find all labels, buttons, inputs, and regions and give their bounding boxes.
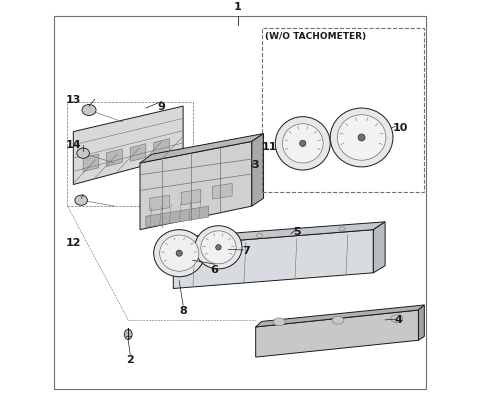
Text: 4: 4	[395, 315, 403, 325]
Polygon shape	[140, 134, 264, 163]
Ellipse shape	[273, 318, 285, 326]
Ellipse shape	[176, 250, 182, 256]
Text: 2: 2	[126, 355, 134, 365]
Polygon shape	[173, 230, 373, 288]
Text: 9: 9	[157, 102, 166, 112]
Ellipse shape	[300, 140, 306, 146]
Ellipse shape	[282, 124, 323, 163]
Ellipse shape	[195, 226, 242, 269]
Polygon shape	[140, 141, 252, 230]
Polygon shape	[107, 149, 122, 166]
Polygon shape	[154, 139, 169, 156]
Text: 11: 11	[262, 142, 277, 152]
Polygon shape	[146, 206, 209, 227]
Polygon shape	[256, 310, 419, 357]
Ellipse shape	[75, 195, 87, 205]
Text: (W/O TACHOMETER): (W/O TACHOMETER)	[265, 32, 367, 41]
Polygon shape	[181, 189, 201, 205]
Text: 1: 1	[234, 2, 242, 12]
Text: 5: 5	[293, 227, 300, 237]
Polygon shape	[130, 144, 146, 162]
Polygon shape	[213, 184, 232, 199]
Text: 8: 8	[179, 306, 187, 316]
Polygon shape	[83, 154, 99, 172]
Ellipse shape	[332, 316, 344, 324]
Ellipse shape	[124, 329, 132, 340]
Polygon shape	[256, 305, 424, 327]
Polygon shape	[173, 222, 385, 245]
Polygon shape	[150, 195, 169, 211]
Ellipse shape	[358, 134, 365, 141]
Text: 7: 7	[242, 246, 250, 256]
Text: 13: 13	[65, 95, 81, 105]
Ellipse shape	[176, 241, 182, 245]
Ellipse shape	[391, 315, 403, 323]
Polygon shape	[419, 305, 424, 340]
Polygon shape	[73, 106, 183, 185]
Ellipse shape	[159, 235, 199, 271]
Ellipse shape	[77, 148, 89, 158]
Ellipse shape	[216, 245, 221, 250]
Ellipse shape	[82, 105, 96, 116]
Text: 14: 14	[65, 140, 81, 150]
Ellipse shape	[339, 227, 345, 231]
Ellipse shape	[201, 231, 236, 264]
Bar	[262, 28, 424, 192]
Polygon shape	[252, 134, 264, 206]
Text: 12: 12	[65, 238, 81, 249]
Text: 3: 3	[252, 160, 259, 170]
Text: 6: 6	[211, 265, 218, 275]
Ellipse shape	[337, 115, 386, 160]
Ellipse shape	[276, 117, 330, 170]
Ellipse shape	[330, 108, 393, 167]
Ellipse shape	[154, 230, 204, 277]
Ellipse shape	[256, 233, 263, 237]
Polygon shape	[373, 222, 385, 273]
Text: 10: 10	[393, 122, 408, 133]
